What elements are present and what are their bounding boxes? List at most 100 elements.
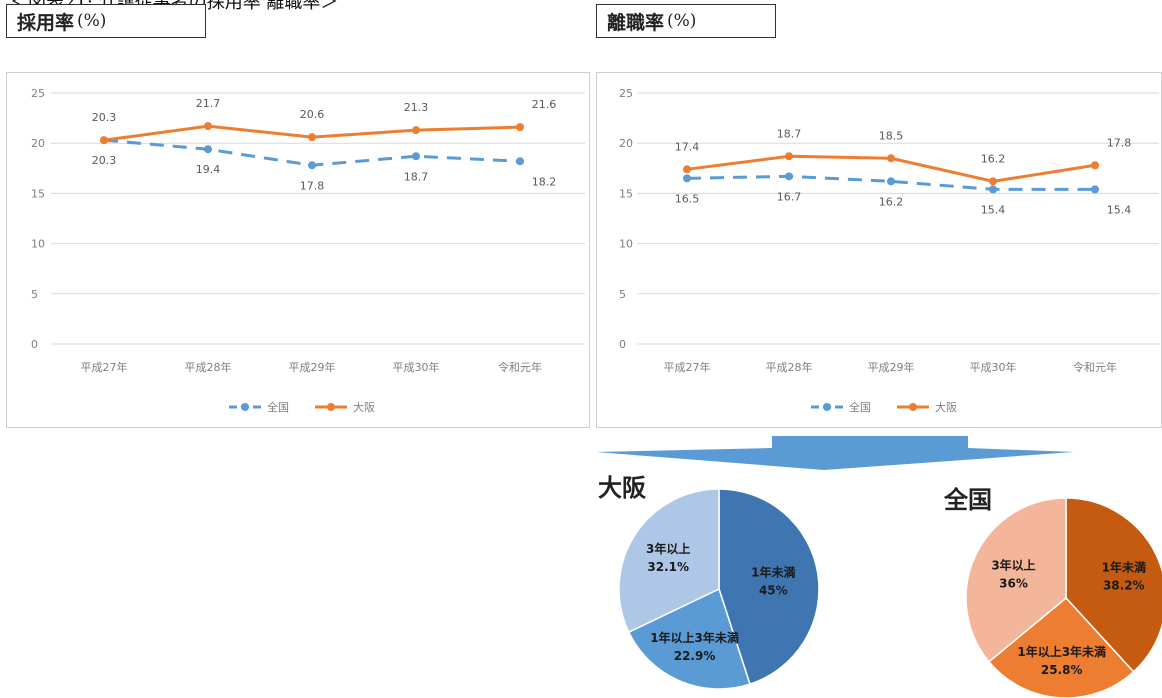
- turnover-data-label: 17.8: [1107, 136, 1132, 149]
- turnover-x-tick-label: 平成27年: [664, 360, 711, 374]
- hiring-point-osaka: [204, 122, 212, 131]
- turnover-x-tick-label: 令和元年: [1073, 360, 1117, 374]
- osaka-pie-slice: [618, 488, 720, 634]
- hiring-data-label: 21.7: [196, 97, 221, 110]
- turnover-x-tick-label: 平成28年: [766, 360, 813, 374]
- hiring-rate-chart-svg: 0 5 10 15 20 25 平成27年 平成28年 平成29年 平成30年 令和元年 20.3 19…: [31, 87, 585, 414]
- hiring-x-tick-label: 平成27年: [81, 360, 128, 374]
- turnover-legend-label: 全国: [849, 400, 871, 414]
- osaka-pie-slice-label: 1年未満: [751, 564, 795, 579]
- turnover-y-tick-label: 10: [619, 238, 633, 251]
- osaka-pie-slice: [627, 587, 751, 690]
- turnover-data-label: 16.2: [879, 195, 904, 208]
- turnover-data-label: 16.5: [675, 192, 700, 205]
- turnover-point-osaka: [887, 154, 895, 163]
- hiring-legend-label: 大阪: [353, 400, 375, 414]
- hiring-legend-marker-osaka: [327, 403, 335, 411]
- national-pie-slice-value: 25.8%: [1041, 663, 1083, 677]
- turnover-y-tick-label: 25: [619, 87, 633, 100]
- turnover-y-tick-label: 20: [619, 137, 633, 150]
- hiring-y-tick-label: 25: [31, 87, 45, 100]
- hiring-data-label: 21.6: [532, 98, 557, 111]
- turnover-x-tick-label: 平成30年: [970, 360, 1017, 374]
- hiring-data-label: 20.3: [92, 154, 117, 167]
- turnover-data-label: 16.7: [777, 190, 802, 203]
- turnover-data-label: 16.2: [981, 152, 1006, 165]
- turnover-point-national: [683, 174, 691, 183]
- turnover-rate-chart: 0 5 10 15 20 25 平成27年 平成28年 平成29年 平成30年 令和元年 16.5 16…: [596, 72, 1162, 428]
- hiring-y-tick-label: 15: [31, 187, 45, 200]
- hiring-rate-chart: 0 5 10 15 20 25 平成27年 平成28年 平成29年 平成30年 令和元年 20.3 19…: [6, 72, 590, 428]
- osaka-pie-slice-value: 45%: [759, 583, 788, 597]
- hiring-rate-title-box: 採用率 (%): [6, 4, 206, 38]
- turnover-point-osaka: [785, 152, 793, 161]
- hiring-point-osaka: [100, 136, 108, 145]
- turnover-point-national: [785, 172, 793, 181]
- turnover-data-label: 18.7: [777, 127, 802, 140]
- turnover-y-tick-label: 0: [619, 338, 626, 351]
- turnover-point-national: [989, 185, 997, 194]
- osaka-pie-slice-value: 32.1%: [647, 560, 689, 574]
- hiring-legend-label: 全国: [267, 400, 289, 414]
- hiring-rate-unit: (%): [77, 11, 107, 31]
- hiring-data-label: 20.6: [300, 108, 325, 121]
- turnover-point-osaka: [989, 177, 997, 186]
- hiring-x-tick-label: 平成28年: [185, 360, 232, 374]
- turnover-rate-title-box: 離職率 (%): [596, 4, 776, 38]
- hiring-rate-title: 採用率: [17, 11, 75, 34]
- hiring-data-label: 21.3: [404, 101, 429, 114]
- hiring-data-label: 17.8: [300, 179, 325, 192]
- hiring-point-osaka: [308, 133, 316, 142]
- down-arrow-icon: [596, 436, 1076, 472]
- national-pie-slice: [1065, 497, 1162, 673]
- turnover-rate-title: 離職率: [607, 11, 665, 34]
- hiring-y-tick-label: 10: [31, 238, 45, 251]
- hiring-data-label: 20.3: [92, 111, 117, 124]
- national-pie-slice: [965, 497, 1067, 663]
- national-pie-slice-value: 38.2%: [1103, 579, 1145, 593]
- hiring-point-national: [516, 157, 524, 166]
- turnover-y-tick-label: 15: [619, 187, 633, 200]
- hiring-data-label: 18.2: [532, 175, 557, 188]
- national-pie-slice-label: 3年以上: [991, 557, 1035, 572]
- turnover-y-tick-label: 5: [619, 288, 626, 301]
- turnover-legend-marker-national: [823, 403, 831, 411]
- hiring-y-tick-label: 20: [31, 137, 45, 150]
- turnover-legend-marker-osaka: [909, 403, 917, 411]
- hiring-x-tick-label: 令和元年: [498, 360, 542, 374]
- hiring-data-label: 18.7: [404, 170, 429, 183]
- hiring-point-national: [412, 152, 420, 161]
- national-pie-chart: 1年未満 38.2% 1年以上3年未満 25.8% 3年以上 36%: [962, 494, 1162, 698]
- hiring-y-tick-label: 5: [31, 288, 38, 301]
- hiring-point-national: [308, 161, 316, 170]
- turnover-data-label: 15.4: [1107, 203, 1132, 216]
- national-pie-slice-label: 1年未満: [1102, 560, 1146, 575]
- turnover-rate-unit: (%): [667, 11, 697, 31]
- turnover-x-tick-label: 平成29年: [868, 360, 915, 374]
- turnover-point-osaka: [1091, 161, 1099, 170]
- hiring-point-national: [204, 145, 212, 154]
- osaka-pie-slice: [718, 488, 820, 686]
- osaka-pie-slice-label: 3年以上: [646, 541, 690, 556]
- osaka-pie-chart: 1年未満 45% 1年以上3年未満 22.9% 3年以上 32.1%: [614, 484, 824, 694]
- turnover-data-label: 15.4: [981, 203, 1006, 216]
- hiring-y-tick-label: 0: [31, 338, 38, 351]
- hiring-point-osaka: [412, 126, 420, 135]
- osaka-pie-slice-label: 1年以上3年未満: [650, 630, 739, 645]
- hiring-x-tick-label: 平成29年: [289, 360, 336, 374]
- osaka-pie-title: 大阪: [598, 474, 646, 502]
- hiring-legend-marker-national: [241, 403, 249, 411]
- osaka-pie-slice-value: 22.9%: [674, 649, 716, 663]
- national-pie-slice-label: 1年以上3年未満: [1017, 644, 1106, 659]
- turnover-point-national: [887, 177, 895, 186]
- hiring-x-tick-label: 平成30年: [393, 360, 440, 374]
- turnover-data-label: 17.4: [675, 140, 700, 153]
- turnover-rate-chart-svg: 0 5 10 15 20 25 平成27年 平成28年 平成29年 平成30年 令和元年 16.5 16…: [619, 87, 1159, 414]
- turnover-data-label: 18.5: [879, 129, 904, 142]
- hiring-point-osaka: [516, 123, 524, 132]
- turnover-point-national: [1091, 185, 1099, 194]
- hiring-data-label: 19.4: [196, 163, 221, 176]
- turnover-legend-label: 大阪: [935, 400, 957, 414]
- national-pie-slice-value: 36%: [999, 576, 1028, 590]
- turnover-point-osaka: [683, 165, 691, 174]
